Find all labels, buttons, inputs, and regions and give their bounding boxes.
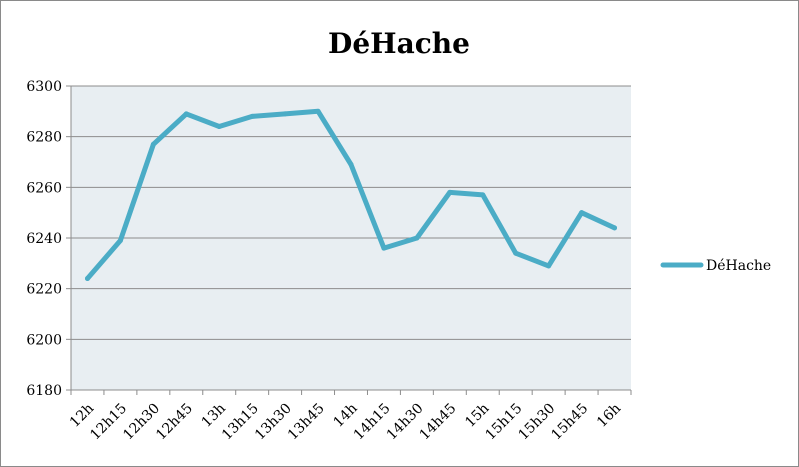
- x-tick-label: 13h45: [285, 400, 328, 443]
- y-tick-label: 6260: [26, 180, 62, 196]
- y-tick-label: 6280: [26, 130, 62, 146]
- data-point: [513, 250, 519, 256]
- data-point: [150, 141, 156, 147]
- data-point: [315, 108, 321, 114]
- data-point: [381, 245, 387, 251]
- chart-title: DéHache: [328, 27, 470, 60]
- y-tick-label: 6220: [26, 282, 62, 298]
- data-point: [414, 235, 420, 241]
- y-tick-label: 6180: [26, 383, 62, 399]
- data-point: [249, 113, 255, 119]
- y-tick-label: 6200: [26, 332, 62, 348]
- data-point: [579, 210, 585, 216]
- data-point: [84, 276, 90, 282]
- data-point: [117, 238, 123, 244]
- x-tick-label: 14h45: [417, 400, 460, 443]
- data-point: [480, 192, 486, 198]
- y-tick-label: 6240: [26, 231, 62, 247]
- data-point: [348, 162, 354, 168]
- data-point: [183, 111, 189, 117]
- chart-legend: DéHache: [660, 258, 771, 274]
- data-point: [612, 225, 618, 231]
- x-tick-label: 16h: [594, 400, 624, 430]
- legend-label: DéHache: [706, 258, 771, 274]
- data-point: [216, 124, 222, 130]
- plot-area: 618062006220624062606280630012h12h1512h3…: [26, 79, 632, 443]
- x-tick-label: 12h45: [153, 400, 196, 443]
- data-point: [282, 111, 288, 117]
- data-point: [546, 263, 552, 269]
- y-tick-label: 6300: [26, 79, 62, 95]
- x-tick-label: 15h45: [548, 400, 591, 443]
- data-point: [447, 189, 453, 195]
